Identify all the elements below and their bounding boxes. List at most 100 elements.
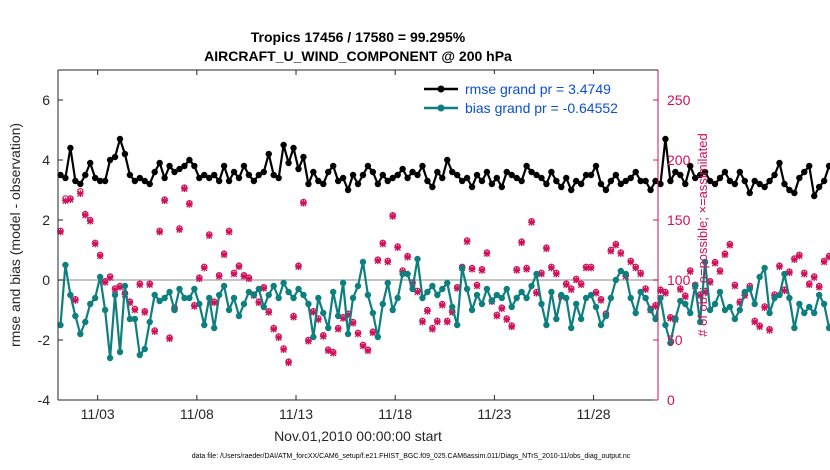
rmse-point (711, 180, 719, 188)
bias-point (483, 285, 491, 293)
obs-assimilated-point (106, 274, 114, 281)
rmse-point (260, 168, 267, 176)
bias-point (255, 285, 263, 293)
obs-assimilated-point (176, 226, 183, 233)
obs-assimilated-point (146, 281, 154, 289)
bias-point (513, 294, 520, 302)
rmse-point (682, 180, 689, 188)
obs-assimilated-point (800, 270, 808, 278)
obs-assimilated-point (319, 333, 327, 340)
rmse-point (235, 174, 243, 182)
x-tick-label: 11/23 (477, 406, 511, 422)
rmse-point (394, 171, 401, 179)
obs-assimilated-point (96, 252, 104, 260)
bias-point (146, 318, 153, 326)
obs-assimilated-point (379, 240, 387, 248)
obs-assimilated-point (632, 264, 640, 272)
obs-assimilated-point (265, 309, 273, 316)
rmse-point (612, 171, 620, 179)
bias-point (349, 294, 357, 302)
rmse-point (801, 168, 808, 176)
obs-assimilated-point (587, 264, 595, 272)
obs-assimilated-point (116, 283, 124, 291)
bias-point (582, 294, 590, 302)
rmse-point (141, 177, 148, 185)
obs-assimilated-point (186, 201, 193, 208)
obs-assimilated-point (404, 253, 411, 261)
rmse-point (662, 135, 669, 143)
obs-assimilated-point (260, 285, 268, 292)
obs-assimilated-point (245, 275, 253, 283)
rmse-point (781, 180, 788, 188)
rmse-point (444, 156, 451, 164)
obs-assimilated-point (781, 287, 788, 295)
obs-assimilated-point (667, 315, 674, 322)
rmse-point (181, 162, 188, 170)
rmse-point (91, 174, 99, 182)
bias-point (662, 321, 669, 329)
bias-point (230, 294, 238, 302)
rmse-point (453, 171, 461, 179)
rmse-point (587, 171, 595, 179)
bias-point (359, 258, 367, 266)
bias-point (300, 291, 307, 299)
bias-point (592, 303, 600, 311)
obs-assimilated-point (438, 301, 446, 309)
y-tick-label: 4 (42, 152, 50, 168)
bias-point (151, 291, 158, 299)
rmse-point (399, 165, 406, 173)
obs-assimilated-point (731, 282, 739, 290)
bias-point (493, 291, 501, 299)
bias-point (746, 285, 753, 293)
obs-assimilated-point (696, 292, 704, 299)
bias-point (796, 300, 803, 308)
bias-point (726, 303, 734, 311)
obs-assimilated-point (815, 283, 823, 291)
bias-point (126, 315, 134, 323)
rmse-point (687, 162, 694, 170)
bias-point (449, 303, 456, 311)
rmse-point (57, 171, 64, 179)
obs-assimilated-point (766, 327, 773, 334)
y2-tick-label: 250 (667, 92, 691, 108)
bias-point (548, 288, 555, 296)
rmse-point (582, 171, 590, 179)
bias-point (131, 315, 139, 323)
obs-assimilated-point (592, 289, 600, 297)
bias-point (67, 291, 74, 299)
bias-point (786, 294, 793, 302)
obs-assimilated-point (349, 319, 357, 327)
bias-point (275, 294, 282, 302)
bias-point (815, 291, 823, 299)
bias-point (136, 351, 144, 359)
obs-assimilated-point (498, 305, 506, 313)
bias-point (235, 312, 243, 320)
bias-point (260, 303, 267, 311)
bias-point (568, 324, 575, 332)
y2-tick-label: 150 (667, 212, 691, 228)
x-tick-label: 11/08 (180, 406, 214, 422)
obs-assimilated-point (786, 269, 793, 277)
rmse-point (568, 186, 575, 194)
bias-point (687, 309, 694, 317)
obs-assimilated-point (310, 309, 317, 316)
bias-point (106, 354, 114, 362)
bias-point (627, 294, 634, 302)
obs-assimilated-point (642, 286, 649, 293)
bias-point (572, 300, 580, 308)
rmse-point (806, 162, 813, 170)
rmse-point (701, 168, 709, 176)
rmse-point (439, 174, 446, 182)
obs-assimilated-point (448, 309, 456, 316)
obs-assimilated-point (324, 347, 332, 355)
obs-assimilated-point (607, 247, 615, 255)
obs-assimilated-point (523, 265, 530, 273)
bias-point (265, 291, 272, 299)
bias-point (116, 348, 124, 356)
rmse-point (330, 162, 337, 170)
bias-point (543, 321, 550, 329)
rmse-point (166, 162, 173, 170)
obs-assimilated-point (111, 286, 119, 293)
obs-assimilated-point (518, 239, 525, 247)
